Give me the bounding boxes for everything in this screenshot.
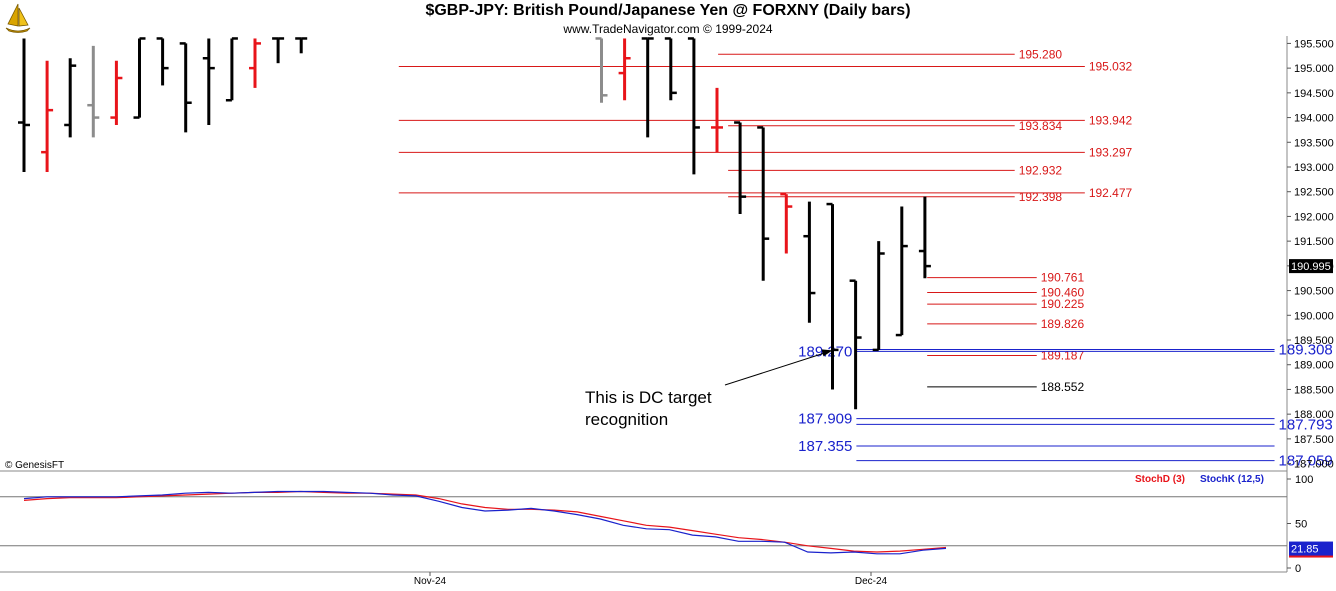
- time-tick-label: Dec-24: [855, 576, 888, 587]
- price-tick-label: 192.000: [1294, 211, 1334, 223]
- level-label: 193.834: [1019, 119, 1063, 133]
- price-tick-label: 189.500: [1294, 335, 1334, 347]
- price-tick-label: 195.500: [1294, 38, 1334, 50]
- annotation-text: recognition: [585, 410, 668, 429]
- time-tick-label: Nov-24: [414, 576, 447, 587]
- price-tick-label: 187.500: [1294, 434, 1334, 446]
- annotation-text: This is DC target: [585, 388, 712, 407]
- oscillator-tick-label: 100: [1295, 474, 1313, 486]
- last-price-box: [1289, 259, 1333, 274]
- level-label: 189.826: [1041, 317, 1085, 331]
- price-tick-label: 190.000: [1294, 310, 1334, 322]
- price-tick-label: 188.500: [1294, 384, 1334, 396]
- price-tick-label: 194.500: [1294, 88, 1334, 100]
- level-label: 189.187: [1041, 348, 1085, 362]
- annotation-arrow-line: [724, 351, 827, 386]
- oscillator-tick-label: 0: [1295, 563, 1301, 575]
- price-tick-label: 193.000: [1294, 162, 1334, 174]
- price-tick-label: 190.500: [1294, 286, 1334, 298]
- chart-subtitle: www.TradeNavigator.com © 1999-2024: [563, 22, 773, 36]
- price-tick-label: 195.000: [1294, 63, 1334, 75]
- price-tick-label: 191.500: [1294, 236, 1334, 248]
- level-label: 187.909: [798, 411, 852, 428]
- price-tick-label: 192.500: [1294, 187, 1334, 199]
- level-label: 193.297: [1089, 145, 1133, 159]
- price-tick-label: 187.000: [1294, 459, 1334, 471]
- legend-stochk: StochK (12,5): [1200, 474, 1264, 485]
- chart-title: $GBP-JPY: British Pound/Japanese Yen @ F…: [425, 2, 911, 19]
- level-label: 187.355: [798, 438, 852, 455]
- oscillator-series-line: [23, 490, 947, 555]
- oscillator-value-box: [1289, 541, 1333, 556]
- level-label: 190.761: [1041, 271, 1085, 285]
- oscillator-tick-label: 50: [1295, 519, 1307, 531]
- price-tick-label: 189.000: [1294, 360, 1334, 372]
- level-label: 190.225: [1041, 297, 1085, 311]
- oscillator-value-label: 21.85: [1291, 544, 1319, 556]
- watermark: © GenesisFT: [5, 460, 64, 471]
- sailboat-logo-icon: [5, 3, 31, 33]
- level-label: 192.477: [1089, 186, 1133, 200]
- price-tick-label: 188.000: [1294, 409, 1334, 421]
- level-label: 193.942: [1089, 113, 1133, 127]
- level-label: 195.280: [1019, 47, 1063, 61]
- level-label: 187.059: [1279, 453, 1333, 470]
- price-tick-label: 194.000: [1294, 113, 1334, 125]
- level-label: 190.460: [1041, 286, 1085, 300]
- price-tick-label: 193.500: [1294, 137, 1334, 149]
- level-label: 192.932: [1019, 163, 1063, 177]
- annotation-arrow-head: [821, 349, 833, 357]
- level-label: 189.308: [1279, 341, 1333, 358]
- level-label: 187.793: [1279, 416, 1333, 433]
- level-label: 192.398: [1019, 190, 1063, 204]
- level-label: 195.032: [1089, 60, 1133, 74]
- last-price-label: 190.995: [1291, 261, 1331, 273]
- legend-stochd: StochD (3): [1135, 474, 1185, 485]
- level-label: 188.552: [1041, 380, 1085, 394]
- oscillator-series-line: [23, 490, 947, 553]
